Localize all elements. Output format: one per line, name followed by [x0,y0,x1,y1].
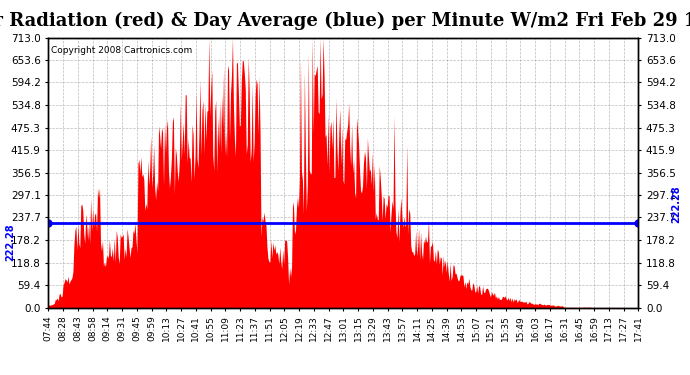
Text: Solar Radiation (red) & Day Average (blue) per Minute W/m2 Fri Feb 29 17:42: Solar Radiation (red) & Day Average (blu… [0,11,690,30]
Text: Copyright 2008 Cartronics.com: Copyright 2008 Cartronics.com [51,46,193,55]
Text: 222.28: 222.28 [671,186,682,224]
Text: 222.28: 222.28 [5,224,15,261]
